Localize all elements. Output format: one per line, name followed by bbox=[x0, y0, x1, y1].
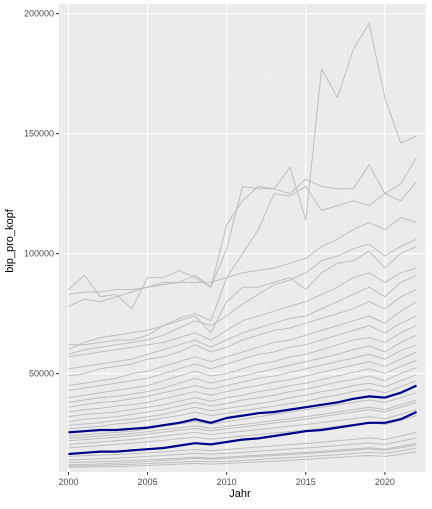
y-tick-label: 50000 bbox=[29, 369, 54, 379]
series-line bbox=[68, 431, 417, 457]
series-line bbox=[68, 301, 417, 387]
series-line bbox=[68, 351, 417, 413]
x-axis-label: Jahr bbox=[229, 488, 251, 500]
x-tick-label: 2015 bbox=[296, 477, 316, 487]
series-line bbox=[68, 22, 417, 310]
y-tick-label: 200000 bbox=[24, 9, 54, 19]
series-line bbox=[68, 409, 417, 445]
series-line bbox=[68, 444, 417, 466]
background-series-group bbox=[68, 22, 417, 468]
series-line bbox=[68, 157, 417, 307]
x-tick-label: 2010 bbox=[217, 477, 237, 487]
series-line bbox=[68, 267, 417, 358]
y-axis: 50000 100000 150000 200000 bbox=[24, 9, 59, 379]
y-tick-label: 100000 bbox=[24, 249, 54, 259]
y-axis-label: bip_pro_kopf bbox=[4, 208, 16, 273]
series-line bbox=[68, 451, 417, 468]
highlight-series-line bbox=[68, 410, 417, 456]
series-line bbox=[68, 238, 417, 355]
highlight-series-group bbox=[68, 384, 417, 456]
plot-panel bbox=[59, 4, 426, 472]
series-line bbox=[68, 442, 417, 463]
x-tick-label: 2020 bbox=[375, 477, 395, 487]
series-line bbox=[68, 217, 417, 295]
series-line bbox=[68, 380, 417, 430]
series-line bbox=[68, 344, 417, 408]
series-line bbox=[68, 447, 417, 467]
y-tick-label: 150000 bbox=[24, 129, 54, 139]
series-line bbox=[68, 374, 417, 426]
series-line bbox=[68, 399, 417, 439]
series-line bbox=[68, 437, 417, 461]
highlight-series-line bbox=[68, 384, 417, 434]
series-line bbox=[68, 359, 417, 418]
x-tick-label: 2000 bbox=[58, 477, 78, 487]
series-line bbox=[68, 392, 417, 437]
series-line bbox=[68, 289, 417, 377]
series-line bbox=[68, 401, 417, 442]
x-axis: 2000 2005 2010 2015 2020 bbox=[58, 472, 395, 487]
series-line bbox=[68, 245, 417, 346]
series-line bbox=[68, 315, 417, 391]
series-line bbox=[68, 181, 417, 351]
series-line bbox=[68, 325, 417, 399]
series-line bbox=[68, 334, 417, 403]
series-line bbox=[68, 367, 417, 423]
series-line bbox=[68, 274, 417, 370]
minor-gridlines bbox=[59, 4, 426, 472]
x-tick-label: 2005 bbox=[138, 477, 158, 487]
